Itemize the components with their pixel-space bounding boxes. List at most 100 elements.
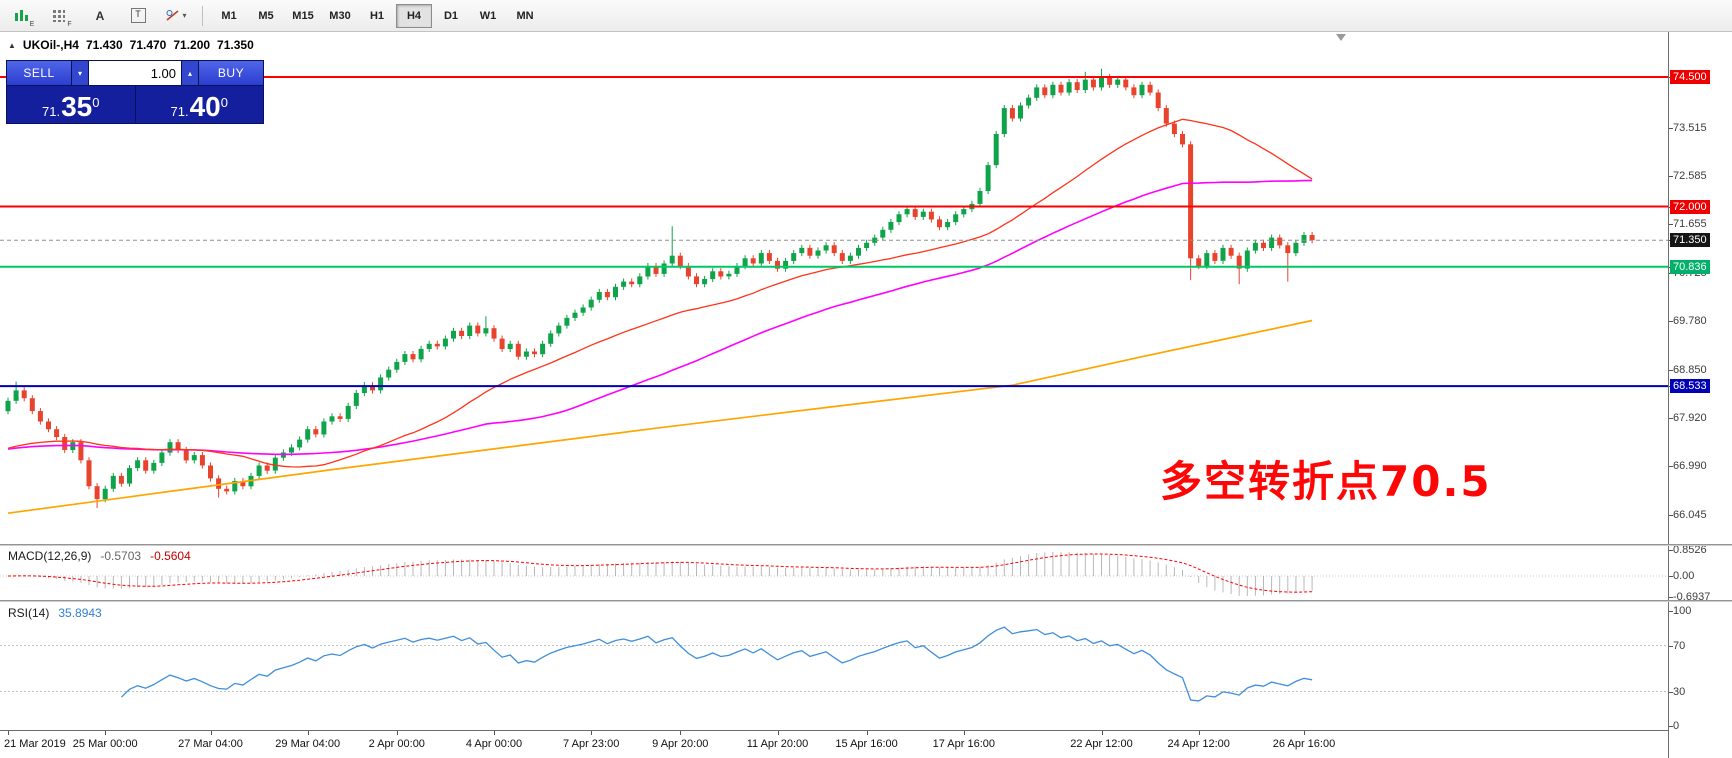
price-axis-label: 71.655 [1673, 218, 1707, 231]
tab-timeframe-w1[interactable]: W1 [479, 9, 497, 22]
macd-name: MACD(12,26,9) [8, 549, 92, 563]
buy-button[interactable]: BUY [199, 61, 263, 85]
price-axis[interactable]: 74.500 73.515 72.585 72.000 71.655 71.350 70.8… [1668, 32, 1732, 758]
time-axis-label: 26 Apr 16:00 [1272, 738, 1336, 750]
bid-price[interactable]: 71. 35 0 [7, 86, 135, 123]
tab-timeframe-mn[interactable]: MN [516, 9, 534, 22]
axis-tick [494, 731, 495, 735]
axis-tick [866, 731, 868, 735]
price-axis-label: 73.515 [1673, 122, 1707, 135]
axis-tick [1304, 731, 1305, 735]
macd-signal-value: -0.5604 [150, 549, 191, 563]
rsi-value: 35.8943 [58, 606, 102, 620]
axis-tick [1669, 176, 1673, 178]
volume-step-up-button[interactable]: ▴ [182, 61, 198, 85]
rsi-name: RSI(14) [8, 606, 50, 620]
axis-tick [1669, 691, 1673, 693]
pane-splitter[interactable] [0, 600, 1732, 602]
shapes-icon [166, 10, 179, 21]
axis-tick [963, 731, 965, 735]
time-axis-label: 27 Mar 04:00 [178, 738, 243, 750]
time-axis-label: 21 Mar 2019 [4, 738, 66, 750]
chart-shift-marker[interactable] [1336, 34, 1346, 41]
axis-tick [1669, 514, 1673, 516]
price-axis-label: 69.780 [1673, 315, 1707, 328]
tab-timeframe-m30[interactable]: M30 [329, 9, 351, 22]
letter-a-icon: A [95, 8, 105, 23]
rsi-canvas[interactable] [0, 602, 1668, 730]
time-axis-label: 9 Apr 20:00 [652, 738, 709, 750]
bar-low-value: 71.200 [173, 38, 211, 52]
tab-timeframe-m15[interactable]: M15 [292, 9, 314, 22]
price-axis-label: -0.6937 [1673, 590, 1711, 603]
bar-open-value: 71.430 [85, 38, 123, 52]
axis-tick [8, 731, 9, 735]
axis-tick [1101, 731, 1103, 735]
time-axis-label: 17 Apr 16:00 [932, 738, 995, 750]
time-axis-label: 29 Mar 04:00 [275, 738, 341, 750]
axis-tick [210, 731, 212, 735]
tab-timeframe-m5[interactable]: M5 [258, 9, 274, 22]
price-axis-label: 100 [1673, 605, 1692, 617]
axis-tick [1669, 466, 1673, 468]
letter-t-icon: T [130, 8, 146, 23]
price-axis-label: 66.045 [1673, 508, 1707, 521]
time-axis-label: 11 Apr 20:00 [746, 738, 809, 750]
axis-tick [1669, 596, 1673, 598]
axis-tick [1669, 224, 1673, 226]
pane-splitter[interactable] [0, 544, 1732, 546]
text-box-icon[interactable]: T [120, 3, 156, 29]
time-axis-label: 24 Apr 12:00 [1167, 738, 1230, 750]
tab-timeframe-d1[interactable]: D1 [443, 9, 459, 22]
macd-canvas[interactable] [0, 546, 1668, 600]
axis-tick [396, 731, 398, 735]
one-click-trading-panel: SELL ▾ ▴ BUY 71.350 71.400 [6, 60, 264, 124]
axis-tick [777, 731, 779, 735]
ask-price[interactable]: 71. 40 0 [135, 86, 263, 123]
price-axis-label: 0.00 [1673, 570, 1695, 582]
axis-tick [1669, 726, 1673, 727]
collapse-panel-icon[interactable]: ▲ [8, 40, 16, 50]
chart-type-icon[interactable]: E [6, 3, 42, 29]
price-axis-label: 71.350 [1670, 233, 1710, 248]
price-axis-label: 72.585 [1673, 170, 1707, 183]
symbol-name: UKOil-,H4 [22, 38, 79, 52]
time-axis[interactable]: 21 Mar 2019 25 Mar 00:00 27 Mar 04:00 29 Ma… [0, 730, 1668, 758]
price-axis-label: 68.850 [1673, 363, 1707, 376]
green-bars-icon [14, 10, 28, 21]
text-annotation-icon[interactable]: A [82, 3, 118, 29]
chart-annotation: 多空转折点70.5 [1160, 457, 1492, 506]
tab-timeframe-m1[interactable]: M1 [221, 9, 237, 22]
axis-tick [591, 731, 593, 735]
price-axis-label: 68.533 [1670, 379, 1710, 394]
toolbar-separator [202, 5, 203, 26]
tab-timeframe-h4[interactable]: H4 [396, 3, 432, 28]
macd-indicator-label: MACD(12,26,9) -0.5703 -0.5604 [8, 549, 191, 563]
axis-tick [1669, 321, 1673, 323]
indicators-grid-icon[interactable]: F [44, 3, 80, 29]
price-axis-label: 74.500 [1670, 70, 1710, 84]
drawing-tools-icon[interactable]: ▾ [158, 3, 194, 29]
price-axis-label: 66.990 [1673, 460, 1707, 473]
volume-dropdown-button[interactable]: ▾ [72, 61, 88, 85]
macd-main-value: -0.5703 [100, 549, 142, 563]
sell-button[interactable]: SELL [7, 61, 71, 85]
time-axis-label: 15 Apr 16:00 [835, 738, 898, 750]
price-axis-label: 67.920 [1673, 411, 1707, 424]
symbol-ohlc-line: ▲ UKOil-,H4 71.430 71.470 71.200 71.350 [8, 38, 254, 52]
axis-tick [680, 731, 682, 735]
grid-icon [53, 10, 66, 22]
time-axis-label: 22 Apr 12:00 [1070, 738, 1133, 750]
tab-timeframe-h1[interactable]: H1 [369, 9, 385, 22]
volume-input[interactable] [89, 61, 181, 85]
bar-high-value: 71.470 [129, 38, 167, 52]
axis-tick [1669, 550, 1673, 552]
axis-tick [1669, 576, 1673, 577]
main-chart-canvas[interactable] [0, 32, 1668, 544]
chevron-down-icon: ▾ [182, 11, 187, 20]
time-axis-label: 7 Apr 23:00 [563, 738, 620, 750]
axis-tick [1669, 417, 1673, 419]
price-axis-label: 30 [1673, 685, 1686, 698]
axis-tick [1669, 611, 1673, 612]
price-axis-label: 0 [1673, 720, 1680, 732]
